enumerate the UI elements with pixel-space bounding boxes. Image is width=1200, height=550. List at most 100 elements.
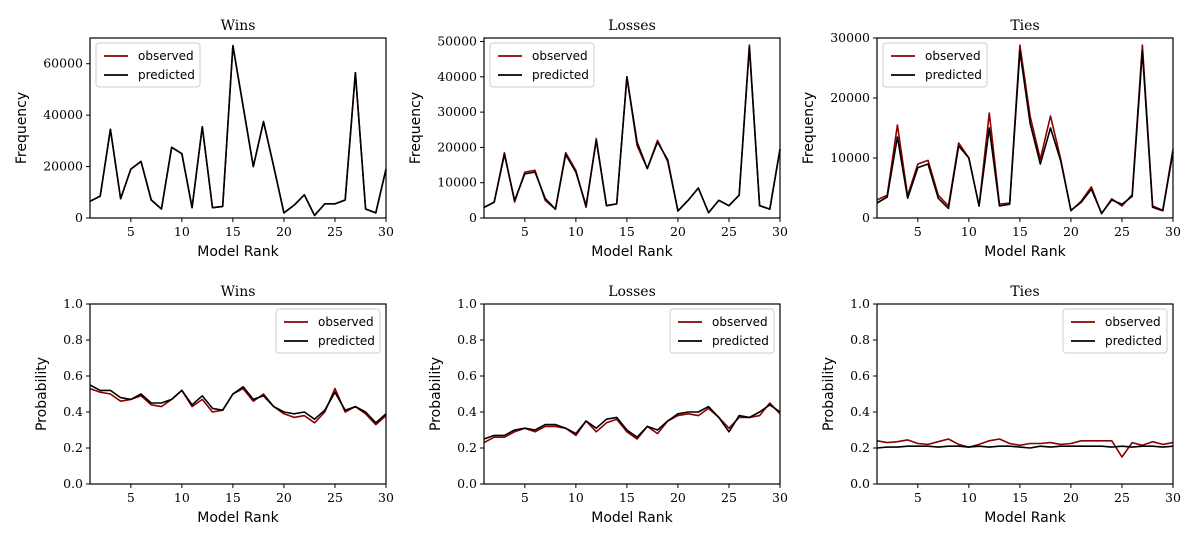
y-axis-label: Probability xyxy=(821,357,837,431)
legend-label-predicted: predicted xyxy=(712,334,769,348)
y-tick-label: 0.4 xyxy=(457,404,477,419)
series-line-observed xyxy=(483,402,781,444)
x-tick-label: 30 xyxy=(772,224,788,239)
y-tick-label: 0.6 xyxy=(63,368,83,383)
x-tick-label: 15 xyxy=(1012,490,1028,505)
y-tick-label: 0.8 xyxy=(457,332,477,347)
x-tick-label: 20 xyxy=(1063,224,1079,239)
legend-box xyxy=(95,42,201,88)
series-line-observed xyxy=(876,44,1174,215)
y-tick-label: 40000 xyxy=(43,107,83,122)
series-line-predicted xyxy=(89,384,387,424)
legend-label-observed: observed xyxy=(532,49,588,63)
x-tick-label: 25 xyxy=(721,224,737,239)
y-tick-label: 0.8 xyxy=(63,332,83,347)
x-tick-label: 30 xyxy=(378,490,394,505)
x-tick-label: 15 xyxy=(619,224,635,239)
x-tick-label: 20 xyxy=(276,490,292,505)
x-tick-label: 25 xyxy=(1114,224,1130,239)
legend: observed predicted xyxy=(489,42,595,88)
series-line-predicted xyxy=(876,445,1174,449)
y-tick-label: 0.2 xyxy=(63,440,83,455)
y-tick-label: 40000 xyxy=(437,69,477,84)
x-tick-label: 5 xyxy=(521,224,529,239)
x-tick-label: 5 xyxy=(914,490,922,505)
legend: observed predicted xyxy=(669,308,775,354)
x-tick-label: 25 xyxy=(721,490,737,505)
y-axis-label: Frequency xyxy=(408,92,424,164)
y-tick-label: 20000 xyxy=(830,90,870,105)
chart-title: Losses xyxy=(608,18,656,34)
x-tick-label: 20 xyxy=(670,224,686,239)
x-tick-label: 5 xyxy=(914,224,922,239)
x-tick-label: 10 xyxy=(174,224,190,239)
legend: observed predicted xyxy=(1062,308,1168,354)
legend-box xyxy=(275,308,381,354)
x-tick-label: 10 xyxy=(961,490,977,505)
x-axis-label: Model Rank xyxy=(591,244,673,260)
legend-label-predicted: predicted xyxy=(138,68,195,82)
x-tick-label: 25 xyxy=(327,490,343,505)
y-tick-label: 20000 xyxy=(43,159,83,174)
plot-frame xyxy=(483,37,781,219)
x-axis-label: Model Rank xyxy=(197,510,279,526)
legend-box xyxy=(882,42,988,88)
y-tick-label: 1.0 xyxy=(850,296,870,311)
plot-frame xyxy=(89,37,387,219)
legend: observed predicted xyxy=(95,42,201,88)
y-tick-label: 0.2 xyxy=(457,440,477,455)
y-tick-label: 0.0 xyxy=(63,476,83,491)
x-tick-label: 15 xyxy=(1012,224,1028,239)
y-tick-label: 0.2 xyxy=(850,440,870,455)
series-line-observed xyxy=(89,387,387,426)
y-axis-label: Probability xyxy=(34,357,50,431)
y-axis-label: Frequency xyxy=(14,92,30,164)
chart-panel-2: Losses 5 10 15 20 25 30 0 10000 20000 30000 40000 50… xyxy=(408,18,788,260)
chart-panel-4: Wins 5 10 15 20 25 30 0.0 0.2 0.4 0.6 0.8 1.0 Model R… xyxy=(34,284,394,526)
plot-frame xyxy=(89,303,387,485)
x-tick-label: 30 xyxy=(1165,224,1181,239)
x-tick-label: 5 xyxy=(521,490,529,505)
chart-title: Wins xyxy=(221,18,256,34)
chart-title: Ties xyxy=(1010,18,1039,34)
series-line-predicted xyxy=(876,50,1174,214)
chart-panel-6: Ties 5 10 15 20 25 30 0.0 0.2 0.4 0.6 0.8 1.0 Model R… xyxy=(821,284,1181,526)
legend-box xyxy=(1062,308,1168,354)
x-tick-label: 15 xyxy=(619,490,635,505)
legend-label-predicted: predicted xyxy=(1105,334,1162,348)
y-tick-label: 0 xyxy=(75,210,83,225)
x-tick-label: 25 xyxy=(1114,490,1130,505)
y-tick-label: 0.0 xyxy=(457,476,477,491)
legend-label-predicted: predicted xyxy=(318,334,375,348)
legend-label-observed: observed xyxy=(1105,315,1161,329)
legend-label-observed: observed xyxy=(138,49,194,63)
chart-title: Ties xyxy=(1010,284,1039,300)
x-tick-label: 15 xyxy=(225,490,241,505)
legend-box xyxy=(669,308,775,354)
y-tick-label: 30000 xyxy=(437,104,477,119)
legend-label-predicted: predicted xyxy=(532,68,589,82)
legend-label-observed: observed xyxy=(925,49,981,63)
x-axis-label: Model Rank xyxy=(984,510,1066,526)
series-line-predicted xyxy=(89,44,387,217)
x-tick-label: 25 xyxy=(327,224,343,239)
y-tick-label: 0.0 xyxy=(850,476,870,491)
chart-panel-5: Losses 5 10 15 20 25 30 0.0 0.2 0.4 0.6 0.8 1.0 Model… xyxy=(428,284,788,526)
x-tick-label: 10 xyxy=(568,490,584,505)
y-tick-label: 0.4 xyxy=(63,404,83,419)
x-tick-label: 20 xyxy=(670,490,686,505)
legend: observed predicted xyxy=(882,42,988,88)
legend: observed predicted xyxy=(275,308,381,354)
x-tick-label: 5 xyxy=(127,490,135,505)
x-tick-label: 30 xyxy=(378,224,394,239)
x-axis-label: Model Rank xyxy=(197,244,279,260)
chart-title: Losses xyxy=(608,284,656,300)
plot-frame xyxy=(876,303,1174,485)
y-tick-label: 1.0 xyxy=(457,296,477,311)
series-line-predicted xyxy=(483,46,781,214)
y-axis-label: Frequency xyxy=(801,92,817,164)
legend-label-observed: observed xyxy=(318,315,374,329)
y-tick-label: 50000 xyxy=(437,34,477,49)
x-axis-label: Model Rank xyxy=(984,244,1066,260)
